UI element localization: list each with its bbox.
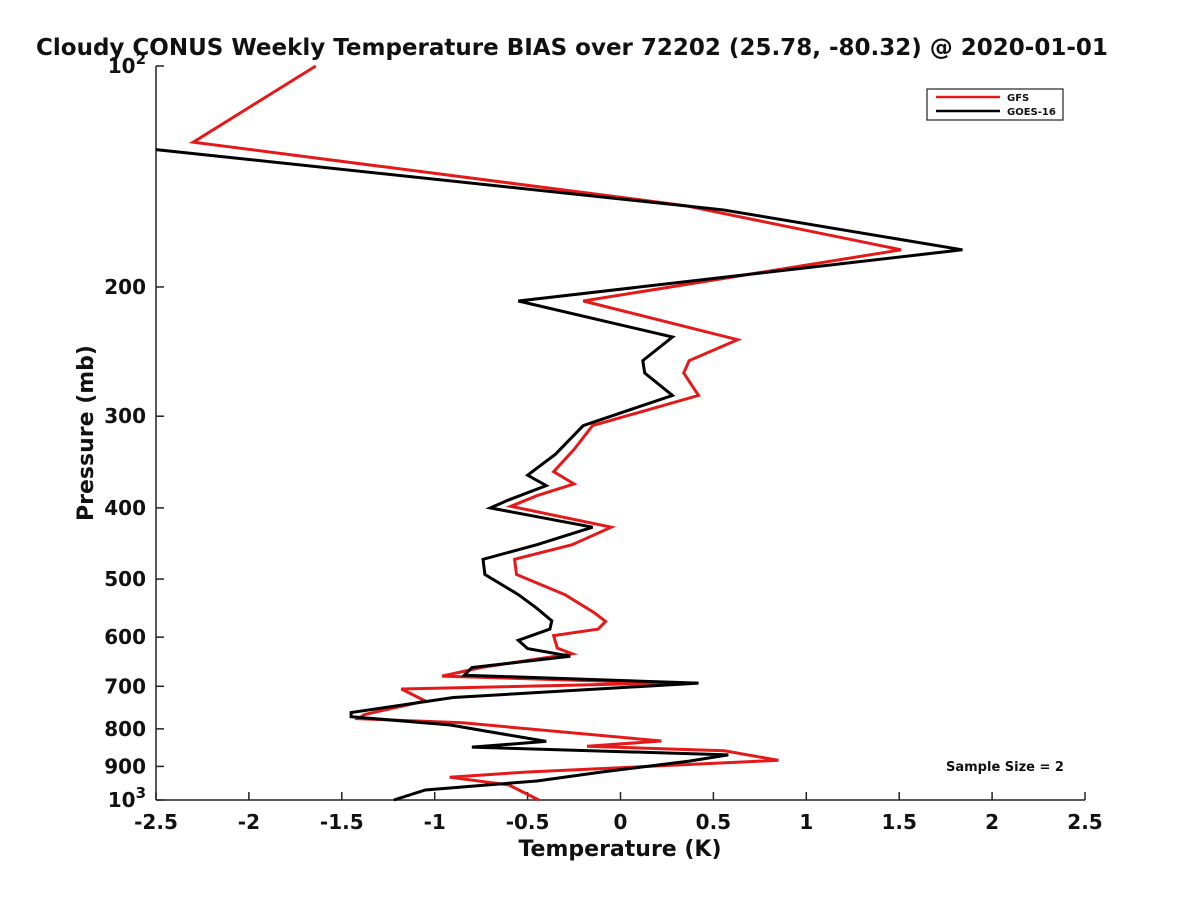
x-tick-label: -2.5 [134, 810, 178, 834]
series-line-goes16 [155, 148, 963, 802]
x-tick-label: 0 [614, 810, 628, 834]
x-tick-label: -0.5 [506, 810, 550, 834]
legend-label-goes16: GOES-16 [1007, 107, 1056, 118]
y-tick-label: 400 [104, 496, 146, 520]
x-axis-label: Temperature (K) [518, 837, 721, 862]
x-tick-label: 0.5 [696, 810, 731, 834]
y-tick-label: 200 [104, 275, 146, 299]
chart-title: Cloudy CONUS Weekly Temperature BIAS ove… [36, 35, 1108, 61]
y-tick-label: 900 [104, 754, 146, 778]
x-axis-ticks: -2.5 -2 -1.5 -1 -0.5 0 0.5 1 1.5 2 2.5 [134, 792, 1103, 834]
y-tick-label: 800 [104, 717, 146, 741]
y-axis-ticks: 200 300 400 500 600 700 800 900 102 103 [104, 50, 164, 812]
y-tick-label-decade: 102 [108, 50, 146, 78]
x-tick-label: -1 [424, 810, 446, 834]
y-tick-label: 600 [104, 625, 146, 649]
x-tick-label: -1.5 [320, 810, 364, 834]
x-tick-label: 1 [799, 810, 813, 834]
y-axis-label: Pressure (mb) [74, 345, 99, 521]
y-tick-label: 300 [104, 404, 146, 428]
series-layer [155, 64, 963, 802]
y-tick-label: 700 [104, 674, 146, 698]
legend: GFS GOES-16 [926, 88, 1064, 121]
legend-box [926, 88, 1064, 121]
x-tick-label: 2.5 [1067, 810, 1102, 834]
sample-size-annotation: Sample Size = 2 [946, 760, 1064, 775]
x-tick-label: 2 [985, 810, 999, 834]
series-line-gfs [188, 64, 902, 802]
legend-label-gfs: GFS [1007, 93, 1029, 104]
x-tick-label: 1.5 [881, 810, 916, 834]
x-tick-label: -2 [238, 810, 260, 834]
y-tick-label-decade: 103 [108, 784, 146, 812]
y-tick-label: 500 [104, 567, 146, 591]
